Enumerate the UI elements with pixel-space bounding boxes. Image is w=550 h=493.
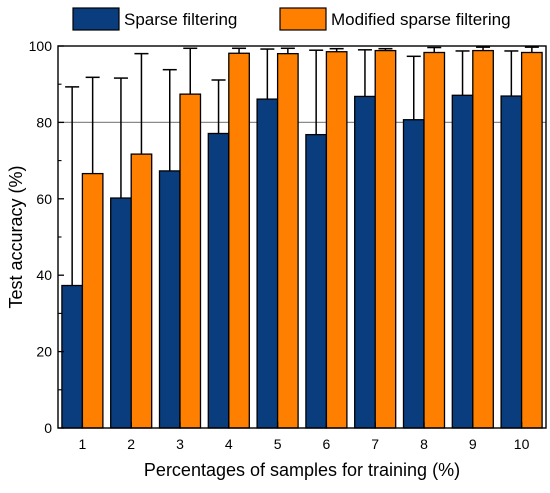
bar-sparse-6: [305, 133, 328, 429]
bar-series: [61, 49, 543, 429]
y-axis-label: Test accuracy (%): [6, 165, 26, 308]
bar-sparse-3: [158, 170, 181, 429]
x-tick-label-5: 5: [274, 436, 282, 452]
bar-sparse-1: [61, 284, 84, 429]
x-tick-label-7: 7: [371, 436, 379, 452]
bar-modified-10: [520, 51, 543, 429]
bar-sparse-4: [207, 132, 230, 429]
x-tick-label-9: 9: [469, 436, 477, 452]
x-tick-label-4: 4: [225, 436, 233, 452]
x-axis-tick-labels: 1 2 3 4 5 6 7 8 9 10: [79, 436, 530, 452]
x-tick-label-8: 8: [420, 436, 428, 452]
legend-swatch-modified-sparse-filtering: [279, 7, 327, 31]
bar-modified-5: [276, 52, 299, 429]
bar-sparse-9: [451, 94, 474, 429]
legend-label-sparse-filtering: Sparse filtering: [124, 10, 237, 29]
bar-modified-6: [325, 51, 348, 429]
legend-label-modified-sparse-filtering: Modified sparse filtering: [331, 10, 511, 29]
legend: Sparse filtering Modified sparse filteri…: [72, 7, 511, 31]
y-tick-label-20: 20: [36, 344, 52, 360]
x-axis-label: Percentages of samples for training (%): [144, 460, 460, 480]
x-tick-label-2: 2: [127, 436, 135, 452]
error-bars: [65, 46, 539, 286]
bar-sparse-8: [402, 119, 425, 429]
bar-modified-8: [423, 51, 446, 429]
y-axis-ticks: [58, 45, 64, 429]
y-tick-label-80: 80: [36, 114, 52, 130]
x-tick-label-1: 1: [79, 436, 87, 452]
x-tick-label-10: 10: [514, 436, 530, 452]
bar-modified-2: [130, 153, 153, 429]
bar-modified-9: [472, 49, 494, 429]
bar-modified-3: [179, 93, 202, 429]
y-tick-label-0: 0: [44, 420, 52, 436]
y-tick-label-100: 100: [29, 38, 53, 54]
y-tick-label-60: 60: [36, 191, 52, 207]
bar-sparse-7: [354, 95, 376, 429]
y-axis-tick-labels: 0 20 40 60 80 100: [29, 38, 53, 436]
x-axis-ticks: [81, 422, 523, 428]
bar-modified-1: [81, 172, 104, 429]
legend-swatch-sparse-filtering: [72, 7, 120, 31]
y-tick-label-40: 40: [36, 267, 52, 283]
bar-sparse-5: [256, 98, 279, 429]
x-tick-label-6: 6: [323, 436, 331, 452]
bar-sparse-2: [110, 197, 132, 429]
bar-modified-7: [374, 49, 397, 429]
x-tick-label-3: 3: [176, 436, 184, 452]
bar-sparse-10: [500, 95, 523, 429]
bar-modified-4: [228, 52, 250, 429]
